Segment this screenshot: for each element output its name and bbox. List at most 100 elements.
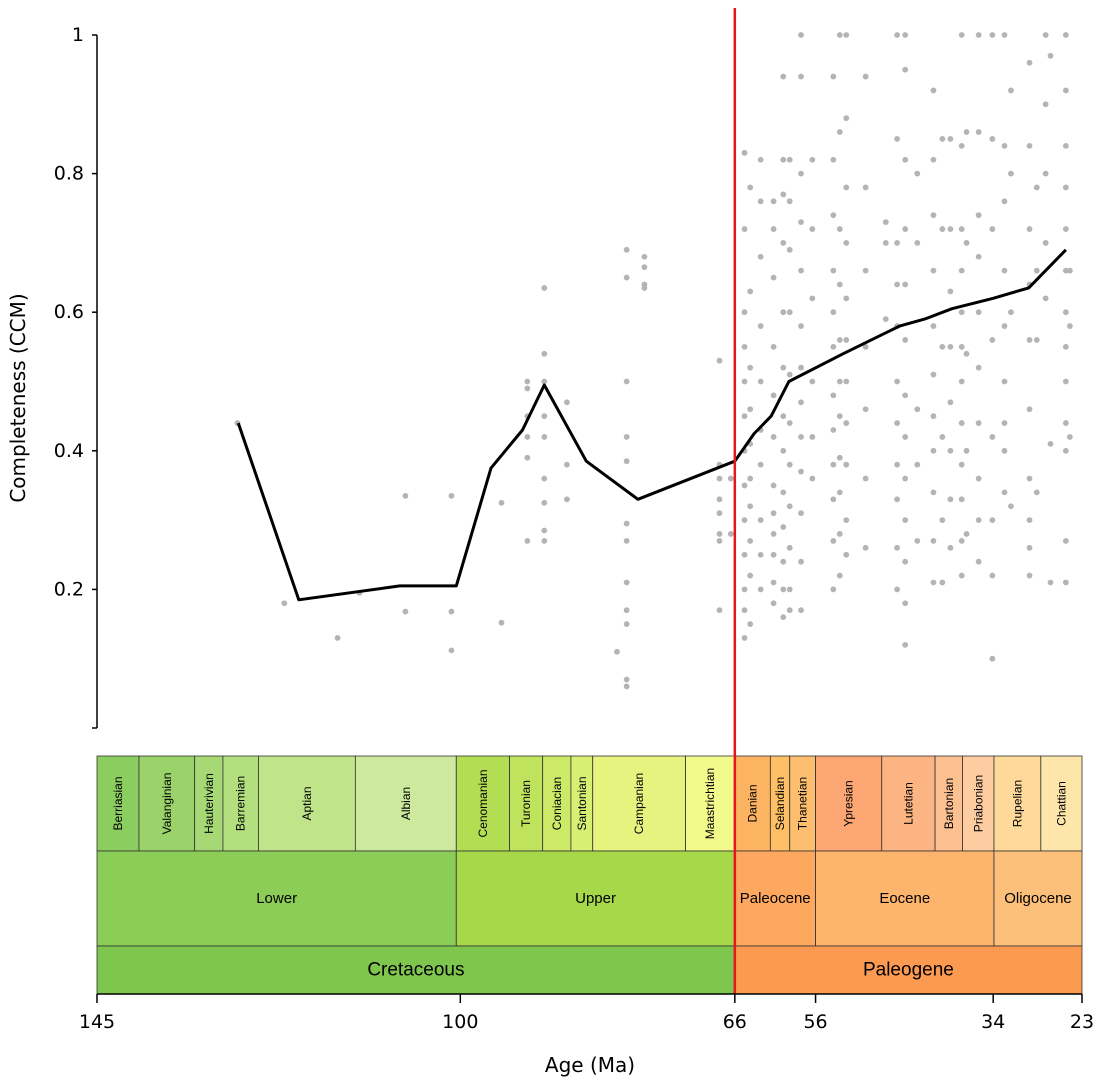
data-point xyxy=(1001,142,1008,149)
data-point xyxy=(1042,170,1049,177)
data-point xyxy=(402,492,409,499)
stage-label: Turonian xyxy=(519,780,533,827)
data-point xyxy=(1001,378,1008,385)
data-point xyxy=(741,551,748,558)
data-point xyxy=(902,434,909,440)
data-point xyxy=(939,434,946,440)
data-point xyxy=(958,378,965,385)
data-point xyxy=(902,475,909,482)
stage-box xyxy=(1040,755,1083,852)
data-point xyxy=(1001,323,1008,329)
y-axis: 0.2 0.4 0.6 0.8 1 xyxy=(54,24,98,729)
data-point xyxy=(930,87,937,94)
stage-label: Ypresian xyxy=(842,780,856,826)
data-point xyxy=(770,482,777,489)
data-point xyxy=(786,309,793,316)
stage-box xyxy=(592,755,686,852)
stage-box xyxy=(258,755,356,852)
data-point xyxy=(830,343,837,350)
stage-label: Thanetian xyxy=(796,777,810,830)
data-point xyxy=(1062,87,1069,94)
data-point xyxy=(623,676,630,683)
data-point xyxy=(989,434,996,440)
data-point xyxy=(930,579,937,586)
data-point xyxy=(843,461,850,468)
stage-box xyxy=(993,755,1042,852)
x-tick-label: 100 xyxy=(442,1011,478,1033)
data-point xyxy=(836,531,843,537)
data-point xyxy=(770,434,777,440)
data-point xyxy=(498,619,505,626)
data-point xyxy=(716,510,723,517)
geologic-timescale: Berriasian Valanginian Hauterivian Barremia… xyxy=(96,755,1083,995)
data-point xyxy=(914,170,921,177)
data-point xyxy=(798,434,804,440)
data-point xyxy=(1062,420,1069,426)
data-point xyxy=(1042,101,1049,108)
data-point xyxy=(862,343,869,350)
data-point xyxy=(741,413,748,420)
data-point xyxy=(947,544,954,551)
stage-box xyxy=(734,755,771,852)
data-point xyxy=(958,420,965,426)
data-point xyxy=(1062,267,1069,274)
data-point xyxy=(786,544,793,551)
stage-box xyxy=(509,755,544,852)
data-point xyxy=(843,295,850,302)
data-point xyxy=(716,496,723,503)
data-point xyxy=(958,537,965,544)
data-point xyxy=(1001,198,1008,205)
data-point xyxy=(939,343,946,350)
data-point xyxy=(798,32,804,38)
data-point xyxy=(989,226,996,232)
data-point xyxy=(757,156,764,163)
data-point xyxy=(1026,406,1033,413)
data-point xyxy=(830,461,837,468)
data-point xyxy=(541,475,548,482)
data-point xyxy=(780,586,787,593)
data-point xyxy=(930,156,937,163)
data-point xyxy=(836,32,843,38)
data-point xyxy=(1066,434,1073,440)
data-point xyxy=(809,378,816,385)
data-point xyxy=(786,503,793,510)
x-tick-label: 66 xyxy=(723,1011,747,1033)
data-point xyxy=(894,461,901,468)
data-point xyxy=(1001,267,1008,274)
data-point xyxy=(882,219,889,226)
y-tick-label: 1 xyxy=(72,24,84,46)
data-point xyxy=(843,337,850,343)
data-point xyxy=(786,607,793,614)
stage-box xyxy=(962,755,995,852)
data-point xyxy=(798,219,804,226)
data-point xyxy=(448,492,455,499)
x-tick-label: 145 xyxy=(79,1011,115,1033)
data-point xyxy=(780,489,787,496)
data-point xyxy=(882,240,889,246)
data-point xyxy=(623,683,630,690)
data-point xyxy=(836,337,843,343)
data-point xyxy=(1047,579,1054,586)
data-point xyxy=(757,551,764,558)
data-point xyxy=(902,156,909,163)
data-point xyxy=(1062,579,1069,586)
data-point xyxy=(947,447,954,454)
stage-label: Aptian xyxy=(300,786,314,820)
data-point xyxy=(1008,170,1014,177)
epoch-label: Upper xyxy=(575,890,616,907)
data-point xyxy=(498,499,505,506)
data-point xyxy=(958,226,965,232)
data-point xyxy=(809,156,816,163)
data-point xyxy=(975,558,982,565)
data-point xyxy=(894,32,901,38)
data-point xyxy=(930,447,937,454)
data-point xyxy=(741,378,748,385)
data-point xyxy=(786,246,793,253)
y-tick-label: 0.2 xyxy=(54,578,84,600)
data-point xyxy=(741,343,748,350)
data-point xyxy=(882,316,889,323)
stage-label: Coniacian xyxy=(550,777,564,830)
data-point xyxy=(1062,142,1069,149)
data-point xyxy=(1062,537,1069,544)
data-point xyxy=(747,475,754,482)
